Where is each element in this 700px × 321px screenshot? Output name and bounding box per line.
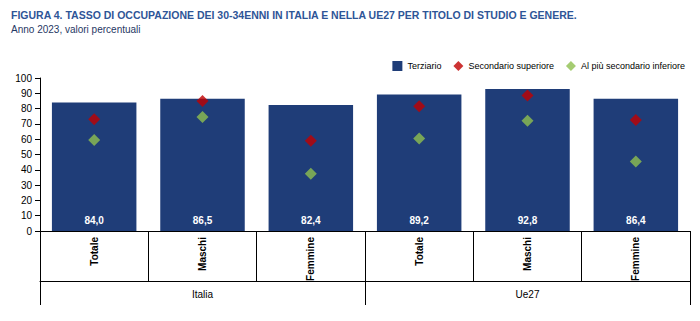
svg-text:Totale: Totale bbox=[414, 237, 425, 266]
svg-text:Femmine: Femmine bbox=[305, 237, 316, 281]
svg-text:60: 60 bbox=[21, 134, 33, 145]
svg-text:Ue27: Ue27 bbox=[516, 289, 540, 300]
svg-text:0: 0 bbox=[26, 226, 32, 237]
svg-text:Terziario: Terziario bbox=[407, 61, 441, 71]
svg-text:30: 30 bbox=[21, 180, 33, 191]
svg-text:Femmine: Femmine bbox=[630, 237, 641, 281]
svg-text:Maschi: Maschi bbox=[522, 237, 533, 271]
svg-text:Italia: Italia bbox=[192, 289, 214, 300]
svg-text:20: 20 bbox=[21, 195, 33, 206]
svg-text:80: 80 bbox=[21, 103, 33, 114]
svg-text:FIGURA 4. TASSO DI OCCUPAZIONE: FIGURA 4. TASSO DI OCCUPAZIONE DEI 30-34… bbox=[11, 9, 577, 21]
svg-text:82,4: 82,4 bbox=[301, 215, 321, 226]
svg-text:Totale: Totale bbox=[89, 237, 100, 266]
svg-text:50: 50 bbox=[21, 149, 33, 160]
svg-text:Secondario superiore: Secondario superiore bbox=[468, 61, 554, 71]
svg-text:100: 100 bbox=[15, 73, 32, 84]
svg-text:70: 70 bbox=[21, 118, 33, 129]
svg-text:84,0: 84,0 bbox=[84, 215, 104, 226]
svg-text:40: 40 bbox=[21, 164, 33, 175]
svg-text:92,8: 92,8 bbox=[518, 215, 538, 226]
svg-text:90: 90 bbox=[21, 88, 33, 99]
svg-text:Anno 2023, valori percentuali: Anno 2023, valori percentuali bbox=[11, 24, 141, 35]
svg-text:10: 10 bbox=[21, 210, 33, 221]
svg-text:Al più secondario inferiore: Al più secondario inferiore bbox=[581, 61, 685, 71]
svg-text:Maschi: Maschi bbox=[197, 237, 208, 271]
svg-text:86,5: 86,5 bbox=[193, 215, 213, 226]
svg-text:89,2: 89,2 bbox=[409, 215, 429, 226]
svg-text:86,4: 86,4 bbox=[626, 215, 646, 226]
